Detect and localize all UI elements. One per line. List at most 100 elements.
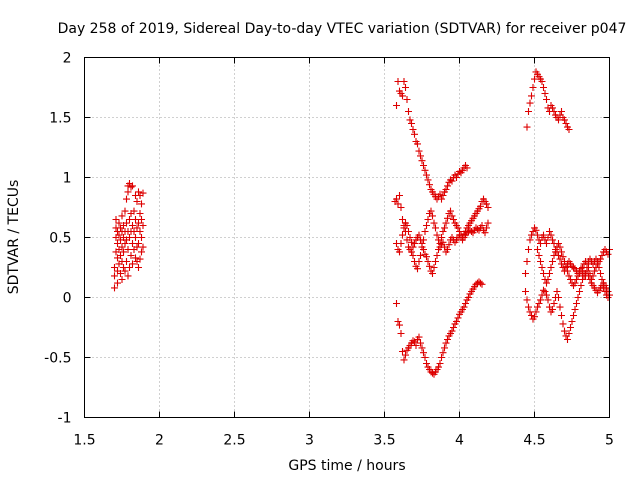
data-point [114,279,121,287]
data-point [534,303,541,311]
data-point [424,258,432,265]
data-point [579,264,586,271]
data-point [399,92,406,100]
data-point [577,267,585,275]
data-point [120,248,127,256]
data-point [525,246,532,253]
data-point [400,78,408,85]
data-point [552,248,559,256]
data-point [405,228,412,235]
data-point [430,264,438,271]
data-point [538,78,546,85]
data-point [453,174,460,181]
data-point [411,240,418,247]
data-point [555,240,562,247]
data-point [564,336,571,343]
data-point [396,192,403,199]
data-point [534,231,541,239]
data-point [420,349,427,357]
data-point [532,308,540,316]
data-point [123,258,130,265]
data-point [573,300,580,307]
data-point [546,228,553,235]
data-point [115,219,123,227]
x-axis-label: GPS time / hours [288,458,405,474]
data-point [582,272,589,280]
data-point [570,312,577,319]
data-point [558,312,565,319]
data-point [556,303,564,311]
data-point [570,264,577,271]
data-point [559,253,567,261]
data-point [114,240,121,247]
data-point [126,264,133,271]
data-point [135,240,142,247]
data-point [526,236,534,244]
data-point [460,303,468,311]
data-point [543,279,550,287]
data-point [573,276,580,283]
data-point [429,270,436,277]
data-point [136,255,144,263]
data-point [121,267,129,275]
data-point [118,243,126,251]
data-point [445,241,453,249]
data-point [120,264,127,271]
data-point [409,243,417,251]
data-point [436,360,444,367]
data-point [561,327,568,335]
data-point [546,270,553,277]
data-point [435,363,442,371]
x-tick-labels: 1.5 2 2.5 3 3.5 4 4.5 5 [73,433,614,449]
data-point [115,231,123,239]
data-point [136,210,144,217]
data-point [397,204,405,211]
data-point [438,234,445,241]
data-point [139,222,147,229]
data-point [531,75,538,83]
data-point [118,276,126,283]
data-point [439,349,447,357]
data-point [415,147,423,155]
data-point [129,240,136,247]
data-point [403,96,411,103]
data-point [523,258,531,265]
data-point [409,126,417,133]
data-point [541,288,549,295]
x-tick-label: 5 [605,433,614,449]
data-point [393,300,400,307]
data-point [423,360,430,367]
x-tick-label: 3 [305,433,314,449]
data-point [408,120,415,127]
data-point [535,300,543,307]
data-point [117,252,124,259]
data-point [117,270,124,277]
data-point [111,272,118,280]
data-point [477,279,484,287]
data-point [483,200,490,208]
data-point [420,162,427,169]
data-point [432,258,439,265]
data-point [402,84,409,91]
data-point [135,219,142,227]
data-point [417,152,424,160]
data-point [535,252,543,259]
data-point [463,164,471,172]
y-tick-label: 0 [63,291,72,307]
data-point [429,212,436,220]
data-point [129,222,136,229]
data-point [526,308,534,316]
data-point [139,189,147,197]
data-point [438,195,445,203]
data-point [450,324,457,331]
x-tick-label: 1.5 [73,433,95,449]
data-point [399,348,406,355]
data-point [447,207,454,215]
data-point [132,254,139,262]
data-point [561,258,568,265]
data-point [462,300,469,307]
data-point [555,294,562,301]
y-tick-label: 0.5 [49,231,71,247]
data-point [588,276,595,283]
